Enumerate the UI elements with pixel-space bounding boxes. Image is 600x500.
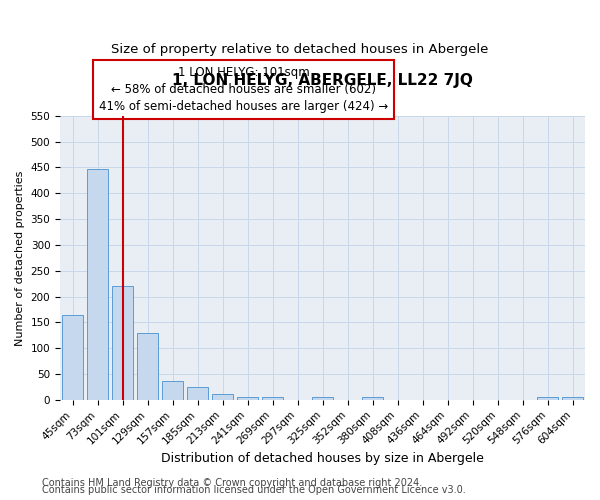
X-axis label: Distribution of detached houses by size in Abergele: Distribution of detached houses by size … [161, 452, 484, 465]
Bar [162, 381, 183, 400]
Bar [137, 332, 158, 400]
Text: Contains public sector information licensed under the Open Government Licence v3: Contains public sector information licen… [42, 485, 466, 495]
Bar [87, 169, 108, 400]
Text: 1 LON HELYG: 101sqm
← 58% of detached houses are smaller (602)
41% of semi-detac: 1 LON HELYG: 101sqm ← 58% of detached ho… [99, 66, 388, 113]
Text: Size of property relative to detached houses in Abergele: Size of property relative to detached ho… [112, 42, 488, 56]
Bar [187, 387, 208, 400]
Bar [312, 398, 333, 400]
Bar [362, 398, 383, 400]
Bar [237, 397, 258, 400]
Y-axis label: Number of detached properties: Number of detached properties [15, 170, 25, 346]
Bar [562, 398, 583, 400]
Text: Contains HM Land Registry data © Crown copyright and database right 2024.: Contains HM Land Registry data © Crown c… [42, 478, 422, 488]
Bar [262, 398, 283, 400]
Title: 1, LON HELYG, ABERGELE, LL22 7JQ: 1, LON HELYG, ABERGELE, LL22 7JQ [172, 74, 473, 88]
Bar [212, 394, 233, 400]
Bar [112, 286, 133, 400]
Bar [62, 314, 83, 400]
Bar [537, 398, 558, 400]
